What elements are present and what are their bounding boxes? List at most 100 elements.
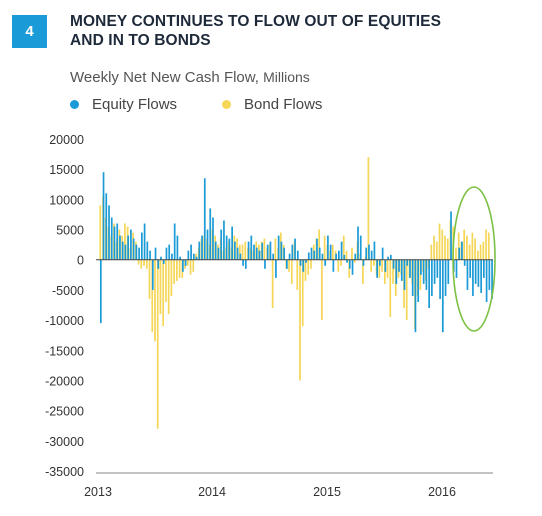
bond-flow-bar [318,229,320,260]
equity-flow-bar [119,235,121,260]
bond-flow-bar [405,259,408,321]
equity-flow-bar [409,259,411,278]
bond-flow-bar [310,259,312,269]
bond-flow-bar [485,229,487,260]
equity-flow-bar [299,259,302,266]
equity-flow-bar [398,259,400,272]
equity-flow-bar [340,241,343,260]
equity-flow-bar [343,254,346,260]
bond-flow-bar [331,244,334,260]
y-tick-label: -5000 [52,284,84,298]
equity-flow-bar [414,259,417,333]
y-tick-label: -10000 [45,314,84,328]
equity-flow-bar [253,244,255,260]
equity-flow-bar [433,259,436,284]
chart-title-line-1: MONEY CONTINUES TO FLOW OUT OF EQUITIES [70,13,442,30]
equity-flow-bar [220,229,223,260]
equity-flow-bar [291,244,294,260]
equity-flow-bar [250,235,253,260]
bond-flow-bar [271,259,274,309]
bond-flow-bar [351,247,353,260]
equity-flow-bar [127,235,130,260]
equity-flow-bar [121,241,124,260]
chart-subtitle: Weekly Net New Cash Flow, Millions [70,69,310,86]
y-tick-label: 0 [77,254,84,268]
equity-flow-bar [305,259,307,263]
figure-number-badge: 4 [12,15,47,48]
equity-flow-bar [338,250,340,260]
equity-flow-bar [466,259,469,290]
equity-flow-bar [130,229,132,260]
bond-flow-bar [145,259,148,269]
equity-flow-bar [275,259,277,278]
equity-flow-bar [192,253,195,260]
bond-flow-bar [178,259,181,278]
highlight-ellipse [452,186,496,332]
bond-flow-bar [186,259,189,266]
equity-flow-bar [359,235,362,260]
equity-flow-bar [288,253,291,260]
equity-flow-bar [272,253,275,260]
bond-flow-bar [455,247,457,260]
legend-bond-label: Bond Flows [244,96,323,113]
bond-flow-bar [304,259,307,281]
equity-flow-bar [458,247,461,260]
bond-flow-bar [337,259,340,272]
equity-flow-bar [255,247,258,260]
equity-flow-bar [228,238,231,260]
chart-legend: Equity Flows Bond Flows [70,96,367,113]
equity-flow-bar [195,256,198,260]
bond-flow-bar [383,259,386,284]
legend-equity-label: Equity Flows [92,96,178,113]
bond-flow-bar [167,259,170,315]
bond-flow-bar [389,259,392,318]
equity-flow-bar [296,250,299,260]
y-tick-label: -35000 [45,465,84,479]
bond-flow-bar [241,244,244,260]
equity-flow-bar [354,253,357,260]
equity-flow-bar [444,259,447,296]
bond-flow-bar [170,259,173,296]
equity-flow-bar [244,259,247,269]
bond-flow-bar [342,235,345,260]
bond-flow-bar [386,259,389,278]
bond-flow-bar [367,157,370,260]
equity-flow-bar [168,244,171,260]
equity-flow-bar [113,226,116,260]
equity-flow-bar [99,259,102,324]
equity-flow-bar [387,256,389,260]
equity-flow-bar [392,259,395,269]
equity-flow-bar [436,259,439,278]
equity-flow-bar [480,259,482,293]
bond-flow-bar [479,244,482,260]
bond-flow-bar [244,241,247,260]
y-tick-label: -25000 [45,405,84,419]
bond-flow-bar [165,259,167,302]
equity-flow-bar [395,259,398,284]
equity-flow-bar [264,259,266,269]
equity-flow-bar [400,259,403,281]
bond-flow-bar [433,235,435,260]
bond-flow-bar [476,250,479,260]
equity-flow-bar [176,235,179,260]
subtitle-text: Weekly Net New Cash Flow, [70,69,259,86]
equity-flow-bar [266,244,269,260]
equity-flow-bar [324,259,327,266]
equity-flow-bar [406,259,409,266]
equity-flow-bar [483,259,485,278]
bond-flow-bar [137,259,140,265]
equity-flow-bar [283,247,285,260]
legend-bond-swatch [222,100,232,109]
equity-flow-bar [146,241,149,260]
equity-flow-bar [154,247,157,260]
bond-flow-bar [238,244,241,260]
equity-flow-bar [417,259,420,302]
equity-flow-bar [373,241,376,260]
bond-flow-bar [474,238,476,260]
equity-flow-bar [242,259,244,266]
bond-flow-bar [487,232,490,260]
bond-flow-bar [446,238,449,260]
equity-flow-bar [329,244,332,260]
y-tick-label: -20000 [45,374,84,388]
